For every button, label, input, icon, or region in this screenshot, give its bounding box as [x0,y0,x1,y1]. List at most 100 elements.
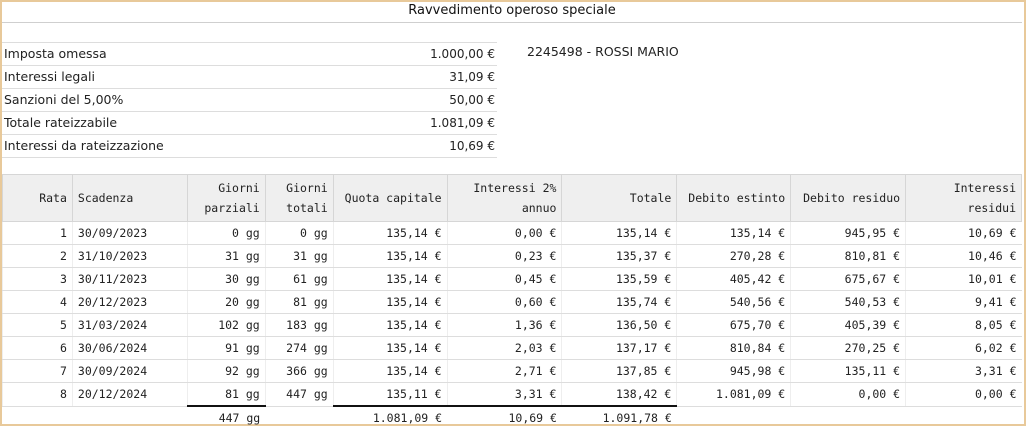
header-interessi-residui: Interessi residui [905,174,1022,222]
cell-rata: 3 [2,267,73,291]
header-debito-residuo: Debito residuo [790,174,907,222]
cell-interessi: 0,60 € [446,290,562,314]
cell-scadenza: 30/11/2023 [71,267,188,291]
cell-giorni-parziali: 102 gg [186,313,266,337]
cell-giorni-parziali: 81 gg [186,382,266,407]
cell-scadenza: 30/09/2024 [71,359,188,383]
header-quota-capitale: Quota capitale [332,174,448,222]
cell-quota-capitale: 135,14 € [332,221,448,245]
cell-totale: 138,42 € [561,382,677,407]
cell-debito-residuo: 0,00 € [790,382,906,407]
cell-debito-estinto: 135,14 € [676,221,791,245]
cell-giorni-totali: 274 gg [264,336,334,360]
summary-value: 1.081,09 € [430,116,495,130]
cell-interessi: 0,00 € [446,221,562,245]
table-header-row: Rata Scadenza Giorni parziali Giorni total… [2,174,1022,222]
cell-debito-estinto: 810,84 € [676,336,791,360]
cell-interessi-residui: 3,31 € [905,359,1022,383]
cell-rata: 8 [2,382,73,407]
cell-totale: 137,17 € [561,336,677,360]
cell-debito-estinto: 675,70 € [676,313,791,337]
cell-debito-residuo: 135,11 € [790,359,906,383]
table-row: 1 30/09/2023 0 gg 0 gg 135,14 € 0,00 € 1… [2,221,1022,245]
table-row: 5 31/03/2024 102 gg 183 gg 135,14 € 1,36… [2,313,1022,337]
cell-debito-residuo: 945,95 € [790,221,906,245]
cell-totale: 137,85 € [561,359,677,383]
summary-value: 31,09 € [449,70,495,84]
cell-scadenza: 31/03/2024 [71,313,188,337]
cell-interessi-residui: 9,41 € [905,290,1022,314]
cell-giorni-parziali: 20 gg [186,290,266,314]
cell-debito-residuo: 675,67 € [790,267,906,291]
cell-quota-capitale: 135,11 € [332,382,448,407]
cell-scadenza: 30/09/2023 [71,221,188,245]
cell-quota-capitale: 135,14 € [332,267,448,291]
summary-label: Imposta omessa [4,46,107,61]
summary-label: Totale rateizzabile [4,115,118,130]
cell-scadenza: 20/12/2024 [71,382,188,407]
header-scadenza: Scadenza [71,174,188,222]
header-debito-estinto: Debito estinto [676,174,792,222]
cell-quota-capitale: 135,14 € [332,359,448,383]
cell-giorni-totali: 183 gg [264,313,334,337]
cell-interessi: 1,36 € [446,313,562,337]
cell-interessi-residui: 10,46 € [905,244,1022,268]
summary-label: Interessi legali [4,69,95,84]
cell-scadenza: 31/10/2023 [71,244,188,268]
cell-debito-residuo: 405,39 € [790,313,906,337]
cell-interessi: 0,23 € [446,244,562,268]
report-title: Ravvedimento operoso speciale [2,0,1022,23]
client-name: 2245498 - ROSSI MARIO [527,44,679,59]
cell-debito-estinto: 945,98 € [676,359,791,383]
cell-rata: 6 [2,336,73,360]
cell-interessi: 2,03 € [446,336,562,360]
summary-row-interessi-legali: Interessi legali 31,09 € [2,66,497,89]
cell-debito-estinto: 405,42 € [676,267,791,291]
cell-giorni-totali: 447 gg [264,382,334,407]
cell-rata: 1 [2,221,73,245]
summary-row-imposta: Imposta omessa 1.000,00 € [2,42,497,66]
cell-interessi-residui: 0,00 € [905,382,1022,407]
cell-totale: 135,59 € [561,267,677,291]
table-row: 8 20/12/2024 81 gg 447 gg 135,11 € 3,31 … [2,382,1022,407]
cell-quota-capitale: 135,14 € [332,313,448,337]
cell-giorni-parziali: 31 gg [186,244,266,268]
total-interessi: 10,69 € [447,405,562,429]
cell-giorni-totali: 31 gg [264,244,334,268]
cell-totale: 135,14 € [561,221,677,245]
cell-quota-capitale: 135,14 € [332,290,448,314]
cell-debito-estinto: 540,56 € [676,290,791,314]
cell-interessi-residui: 8,05 € [905,313,1022,337]
cell-debito-estinto: 270,28 € [676,244,791,268]
cell-interessi: 0,45 € [446,267,562,291]
summary-row-totale-rateizzabile: Totale rateizzabile 1.081,09 € [2,112,497,135]
totals-row: 447 gg 1.081,09 € 10,69 € 1.091,78 € [3,405,1022,429]
cell-giorni-totali: 61 gg [264,267,334,291]
cell-debito-residuo: 810,81 € [790,244,906,268]
cell-giorni-totali: 366 gg [264,359,334,383]
cell-totale: 135,74 € [561,290,677,314]
cell-interessi-residui: 10,69 € [905,221,1022,245]
cell-rata: 2 [2,244,73,268]
cell-giorni-totali: 81 gg [264,290,334,314]
cell-rata: 4 [2,290,73,314]
cell-giorni-parziali: 0 gg [186,221,266,245]
table-row: 3 30/11/2023 30 gg 61 gg 135,14 € 0,45 €… [2,267,1022,291]
total-totale: 1.091,78 € [561,405,677,429]
summary-table: Imposta omessa 1.000,00 € Interessi lega… [2,42,497,158]
table-row: 7 30/09/2024 92 gg 366 gg 135,14 € 2,71 … [2,359,1022,383]
summary-row-sanzioni: Sanzioni del 5,00% 50,00 € [2,89,497,112]
cell-giorni-parziali: 30 gg [186,267,266,291]
header-interessi: Interessi 2% annuo [446,174,563,222]
cell-scadenza: 20/12/2023 [71,290,188,314]
summary-value: 10,69 € [449,139,495,153]
cell-rata: 5 [2,313,73,337]
cell-giorni-parziali: 92 gg [186,359,266,383]
cell-totale: 135,37 € [561,244,677,268]
cell-scadenza: 30/06/2024 [71,336,188,360]
summary-value: 1.000,00 € [430,47,495,61]
table-row: 2 31/10/2023 31 gg 31 gg 135,14 € 0,23 €… [2,244,1022,268]
cell-quota-capitale: 135,14 € [332,244,448,268]
cell-totale: 136,50 € [561,313,677,337]
cell-interessi: 2,71 € [446,359,562,383]
